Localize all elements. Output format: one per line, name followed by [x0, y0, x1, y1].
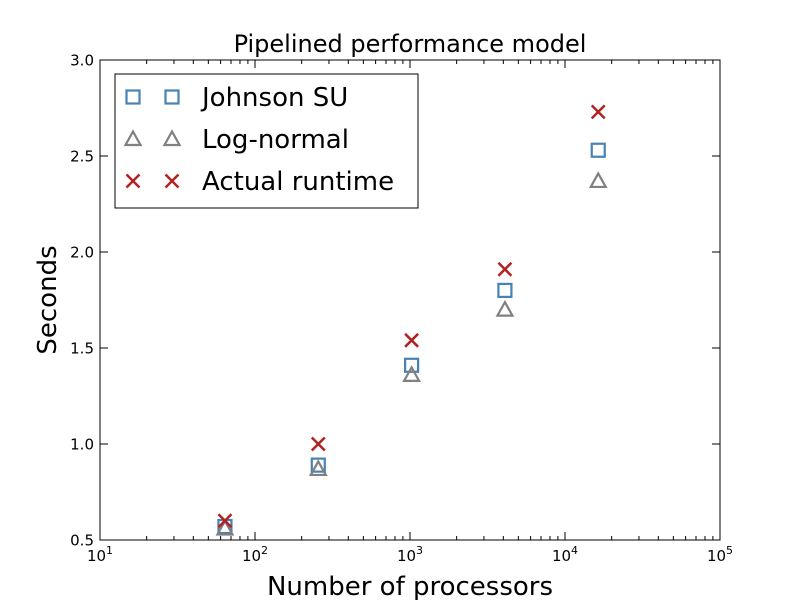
y-tick-label: 2.5: [70, 148, 94, 166]
legend-label: Log-normal: [202, 125, 349, 155]
legend-label: Actual runtime: [202, 167, 394, 197]
y-tick-label: 0.5: [70, 532, 94, 550]
legend-label: Johnson SU: [200, 83, 348, 113]
data-point-x: [404, 332, 419, 348]
data-point-square: [403, 357, 420, 373]
legend-marker-triangle: [123, 129, 143, 147]
y-tick-label: 1.5: [70, 340, 94, 358]
data-point-triangle: [215, 518, 235, 536]
data-point-x: [590, 104, 606, 120]
legend-marker-x: [125, 173, 141, 189]
data-point-triangle: [308, 459, 328, 477]
legend-marker-square: [164, 89, 180, 105]
y-tick-label: 2.0: [70, 244, 94, 262]
x-tick-label: 101: [87, 544, 113, 565]
x-tick-label: 103: [397, 544, 423, 565]
x-tick-label: 104: [552, 544, 578, 565]
legend-marker-x: [164, 173, 180, 189]
chart-title: Pipelined performance model: [234, 30, 587, 58]
x-tick-label: 105: [707, 544, 733, 565]
y-tick-label: 1.0: [70, 436, 94, 454]
y-tick-label: 3.0: [70, 52, 94, 70]
series-x: [217, 104, 606, 529]
legend-marker-triangle: [162, 129, 182, 147]
data-point-triangle: [588, 171, 608, 189]
data-point-square: [310, 457, 326, 473]
series-triangle: [215, 171, 608, 536]
x-axis-label: Number of processors: [267, 572, 553, 600]
data-point-x: [217, 513, 233, 529]
legend: Johnson SU Log-normal Actual runtime: [114, 73, 419, 209]
data-point-square: [497, 282, 513, 298]
data-point-triangle: [402, 365, 421, 382]
data-point-x: [310, 436, 326, 452]
data-point-triangle: [495, 299, 515, 317]
data-point-x: [497, 261, 513, 277]
y-axis-label: Seconds: [33, 245, 63, 354]
legend-marker-square: [125, 89, 141, 105]
data-point-square: [590, 142, 606, 158]
x-tick-label: 102: [242, 544, 268, 565]
